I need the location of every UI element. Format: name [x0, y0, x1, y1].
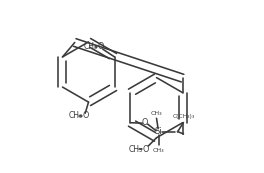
- Text: CH₃: CH₃: [84, 42, 98, 51]
- Text: O: O: [97, 42, 104, 51]
- Text: O: O: [142, 145, 149, 154]
- Text: CH₃: CH₃: [151, 111, 162, 116]
- Text: CH₃: CH₃: [69, 111, 83, 120]
- Text: O: O: [82, 111, 88, 120]
- Text: O: O: [142, 118, 148, 127]
- Text: Si: Si: [155, 127, 163, 136]
- Text: CH₃: CH₃: [153, 148, 164, 153]
- Text: CH₃: CH₃: [128, 145, 142, 154]
- Text: C(CH₃)₃: C(CH₃)₃: [172, 114, 194, 119]
